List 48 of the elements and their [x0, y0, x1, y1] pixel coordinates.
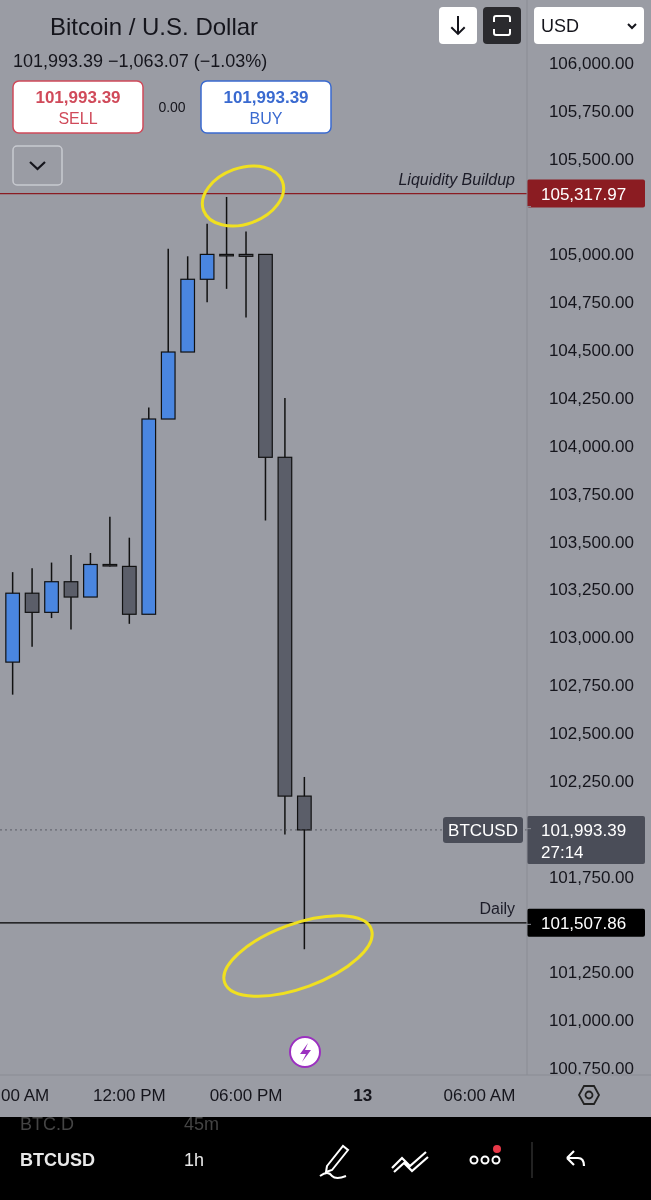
y-tick-label: 103,500.00 [548, 532, 634, 552]
y-tick-label: 101,250.00 [548, 963, 634, 983]
annotation: 0.00 [158, 99, 186, 115]
candlestick [63, 554, 79, 631]
y-tick-label: 103,250.00 [548, 580, 634, 600]
y-tick-label: 104,000.00 [548, 436, 634, 456]
annotation: BUY [249, 110, 283, 127]
y-tick-label: 104,750.00 [548, 293, 634, 313]
y-tick-label: 101,000.00 [548, 1011, 634, 1031]
text: 101,993.39 [541, 820, 627, 840]
ref-line-label: Daily [479, 899, 515, 917]
candlestick [102, 515, 118, 568]
candlestick [219, 196, 234, 290]
text: 1h [184, 1150, 205, 1170]
annotation: 101,993.39 [35, 88, 121, 107]
x-tick-label: 12:00 PM [92, 1086, 166, 1105]
text: BTC.D [20, 1114, 74, 1134]
text: Bitcoin / U.S. Dollar [50, 13, 259, 40]
y-tick-label: 100,750.00 [548, 1058, 634, 1078]
text: 45m [184, 1114, 220, 1134]
y-tick-label: 105,500.00 [548, 149, 634, 169]
x-tick-label: 06:00 AM [443, 1086, 516, 1105]
text: 00 AM [1, 1086, 50, 1105]
candlestick [238, 230, 254, 319]
ref-line-label: BTCUSD [448, 820, 518, 840]
y-tick-label: 101,750.00 [548, 867, 634, 887]
x-tick-label: 13 [353, 1086, 373, 1105]
ref-line-label: Liquidity Buildup [398, 170, 516, 188]
annotation: SELL [58, 110, 98, 127]
x-tick-label: 06:00 PM [209, 1086, 283, 1105]
text: 101,993.39 −1,063.07 (−1.03%) [13, 51, 268, 71]
y-tick-label: 104,250.00 [548, 388, 634, 408]
y-tick-label: 105,750.00 [548, 101, 634, 121]
y-tick-label: 102,250.00 [548, 771, 634, 791]
y-tick-label: 102,750.00 [548, 676, 634, 696]
text: 105,317.97 [541, 184, 627, 204]
y-tick-label: 104,500.00 [548, 341, 634, 361]
y-tick-label: 102,500.00 [548, 723, 634, 743]
y-tick-label: 103,000.00 [548, 628, 634, 648]
annotation: 101,993.39 [223, 88, 309, 107]
text: 101,507.86 [541, 913, 627, 933]
candlestick [24, 567, 40, 648]
text: USD [541, 16, 580, 36]
text: BTCUSD [20, 1150, 95, 1170]
y-tick-label: 105,000.00 [548, 245, 634, 265]
y-tick-label: 106,000.00 [548, 53, 634, 73]
text: 27:14 [541, 842, 584, 862]
y-tick-label: 103,750.00 [548, 484, 634, 504]
